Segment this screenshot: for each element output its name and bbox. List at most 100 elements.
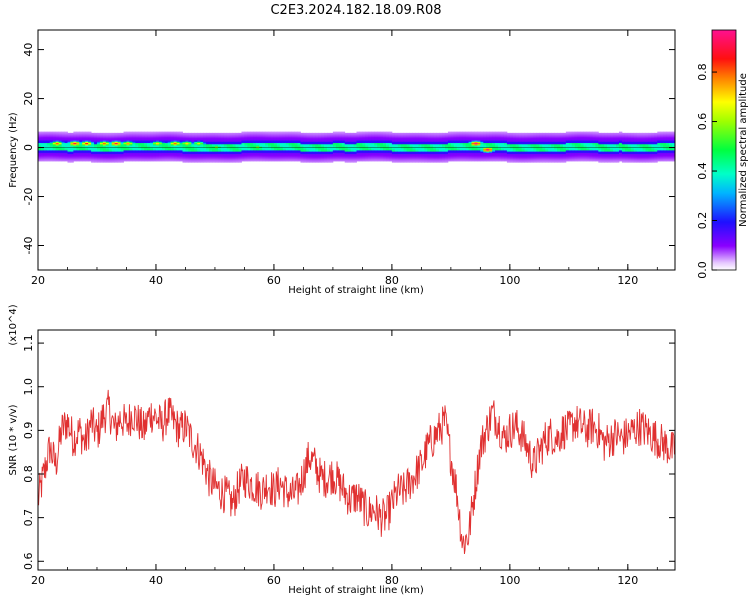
heatmap-cell: [43, 131, 48, 134]
heatmap-cell: [167, 156, 172, 158]
heatmap-cell: [589, 147, 593, 150]
heatmap-cell: [238, 140, 242, 142]
heatmap-cell: [144, 158, 148, 161]
heatmap-cell: [362, 158, 366, 161]
heatmap-cell: [604, 148, 608, 151]
heatmap-cell: [309, 148, 313, 151]
heatmap-cell: [185, 145, 189, 147]
heatmap-cell: [40, 153, 45, 156]
heatmap-cell: [559, 135, 564, 137]
heatmap-cell: [645, 137, 649, 140]
heatmap-cell: [465, 154, 469, 157]
heatmap-cell: [327, 138, 331, 141]
heatmap-cell: [232, 148, 236, 151]
heatmap-cell: [645, 156, 649, 158]
heatmap-cell: [276, 143, 281, 146]
heatmap-cell: [518, 142, 523, 145]
heatmap-cell: [303, 150, 307, 152]
heatmap-cell: [495, 147, 499, 150]
heatmap-cell: [391, 142, 396, 145]
heatmap-cell: [46, 134, 51, 136]
heatmap-cell: [203, 152, 207, 155]
heatmap-cell: [123, 154, 127, 157]
heatmap-cell: [586, 140, 590, 142]
heatmap-cell: [436, 136, 440, 139]
heatmap-cell: [82, 157, 86, 159]
heatmap-cell: [571, 152, 576, 155]
heatmap-cell: [265, 152, 269, 155]
heatmap-cell: [294, 157, 298, 159]
heatmap-cell: [406, 146, 410, 148]
heatmap-cell: [244, 135, 248, 137]
heatmap-cell: [135, 153, 139, 156]
heatmap-cell: [46, 141, 51, 144]
heatmap-cell: [374, 154, 378, 157]
heatmap-cell: [607, 135, 611, 137]
heatmap-cell: [138, 143, 142, 146]
heatmap-cell: [359, 137, 363, 140]
heatmap-cell: [82, 146, 86, 148]
heatmap-cell: [554, 161, 558, 163]
heatmap-cell: [82, 140, 86, 142]
heatmap-cell: [294, 150, 298, 152]
heatmap-cell: [471, 145, 475, 147]
heatmap-cell: [539, 158, 543, 161]
heatmap-cell: [371, 146, 375, 148]
heatmap-cell: [235, 138, 239, 141]
heatmap-cell: [105, 157, 110, 159]
heatmap-cell: [105, 147, 110, 150]
heatmap-cell: [474, 154, 478, 157]
heatmap-cell: [592, 143, 596, 146]
heatmap-cell: [203, 148, 207, 151]
heatmap-cell: [450, 156, 455, 158]
heatmap-cell: [259, 140, 263, 142]
heatmap-cell: [232, 154, 236, 157]
heatmap-cell: [409, 151, 413, 153]
heatmap-cell: [388, 143, 393, 146]
heatmap-cell: [61, 143, 65, 146]
heatmap-cell: [52, 134, 57, 136]
heatmap-cell: [217, 156, 222, 158]
heatmap-cell: [61, 151, 65, 153]
heatmap-cell: [347, 156, 352, 158]
heatmap-cell: [158, 154, 163, 157]
heatmap-cell: [533, 150, 537, 152]
heatmap-cell: [621, 158, 626, 161]
heatmap-cell: [559, 158, 564, 161]
heatmap-cell: [427, 137, 431, 140]
heatmap-cell: [400, 138, 405, 141]
heatmap-cell: [49, 154, 54, 157]
heatmap-cell: [388, 151, 393, 153]
heatmap-cell: [406, 141, 410, 144]
heatmap-cell: [158, 150, 163, 152]
heatmap-cell: [571, 143, 576, 146]
heatmap-cell: [350, 153, 354, 156]
heatmap-cell: [300, 159, 304, 162]
heatmap-cell: [40, 140, 45, 142]
heatmap-cell: [527, 145, 531, 147]
heatmap-cell: [173, 132, 178, 135]
heatmap-cell: [300, 147, 304, 150]
heatmap-cell: [427, 146, 431, 148]
heatmap-cell: [200, 154, 204, 157]
heatmap-cell: [226, 158, 231, 161]
heatmap-cell: [486, 153, 490, 156]
heatmap-cell: [46, 153, 51, 156]
heatmap-cell: [70, 140, 74, 142]
heatmap-cell: [188, 134, 192, 136]
heatmap-cell: [214, 148, 219, 151]
heatmap-cell: [533, 137, 537, 140]
heatmap-cell: [498, 159, 502, 162]
heatmap-cell: [321, 153, 325, 156]
heatmap-cell: [521, 134, 525, 136]
heatmap-cell: [377, 137, 381, 140]
heatmap-cell: [616, 140, 620, 142]
heatmap-cell: [185, 134, 189, 136]
heatmap-cell: [52, 159, 57, 162]
heatmap-cell: [636, 140, 641, 142]
heatmap-cell: [394, 148, 399, 151]
heatmap-cell: [105, 136, 110, 139]
heatmap-cell: [191, 143, 195, 146]
heatmap-cell: [220, 148, 225, 151]
heatmap-cell: [241, 134, 245, 136]
